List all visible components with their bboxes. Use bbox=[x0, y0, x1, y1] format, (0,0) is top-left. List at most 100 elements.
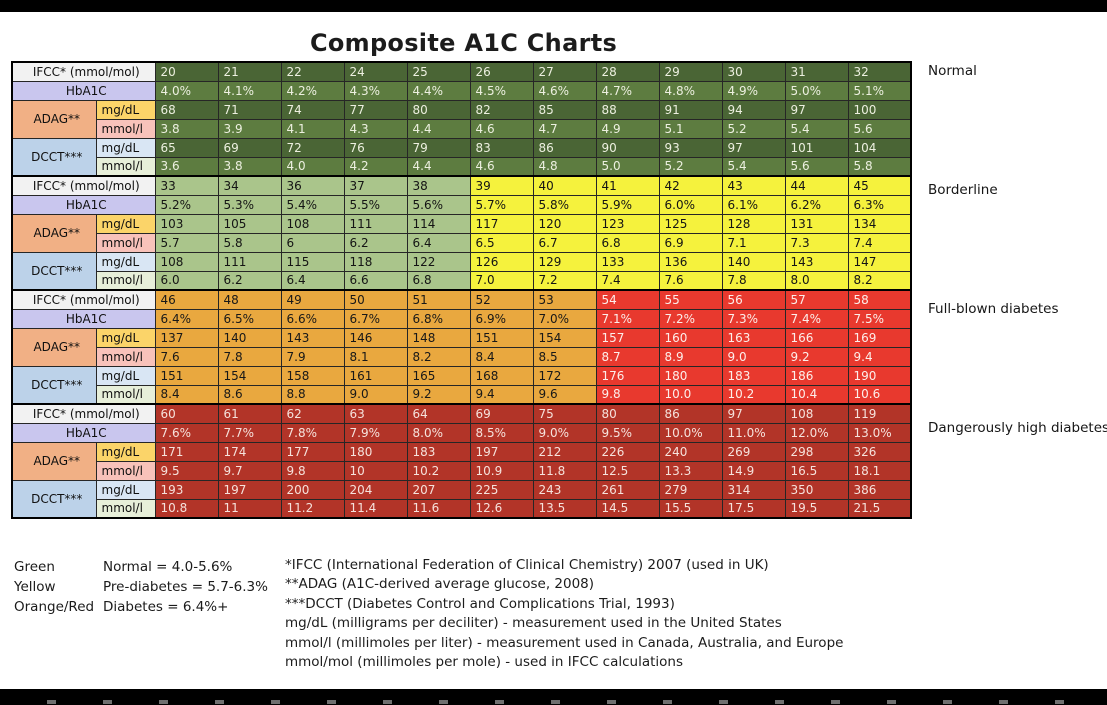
value-cell: 20 bbox=[154, 61, 219, 82]
value-cell: 171 bbox=[154, 441, 219, 462]
value-cell: 7.4% bbox=[784, 308, 849, 329]
value-cell: 94 bbox=[721, 99, 786, 120]
value-cell: 7.1% bbox=[595, 308, 660, 329]
value-cell: 86 bbox=[532, 137, 597, 158]
value-cell: 79 bbox=[406, 137, 471, 158]
table-row-hba1c: HbA1C 6.4% 6.5% 6.6% 6.7% 6.8% 6.9% 7.0% 7.1% 7.2… bbox=[11, 308, 912, 329]
row-group-header: ADAG** bbox=[11, 99, 97, 139]
value-cell: 77 bbox=[343, 99, 408, 120]
value-cell: 9.2 bbox=[406, 384, 471, 405]
value-cell: 8.4 bbox=[154, 384, 219, 405]
value-cell: 350 bbox=[784, 479, 849, 500]
value-cell: 108 bbox=[280, 213, 345, 234]
table-row-adag_mmoll: mmol/l 3.8 3.9 4.1 4.3 4.4 4.6 4.7 4.9 5.1 5.2 5.4 5… bbox=[12, 118, 912, 139]
value-cell: 11.2 bbox=[280, 498, 345, 519]
value-cell: 140 bbox=[721, 251, 786, 272]
value-cell: 4.7% bbox=[595, 80, 660, 101]
footnotes: *IFCC (International Federation of Clini… bbox=[285, 556, 843, 672]
value-cell: 4.1% bbox=[217, 80, 282, 101]
value-cell: 6.6 bbox=[343, 270, 408, 291]
value-cell: 6.2 bbox=[343, 232, 408, 253]
table-row-dcct_mmoll: mmol/l 6.0 6.2 6.4 6.6 6.8 7.0 7.2 7.4 7.6 7.8 8.0 8… bbox=[12, 270, 912, 291]
value-cell: 31 bbox=[784, 61, 849, 82]
row-header-hba1c: HbA1C bbox=[11, 308, 156, 329]
value-cell: 4.8% bbox=[658, 80, 723, 101]
value-cell: 6.6% bbox=[280, 308, 345, 329]
table-row-ifcc: IFCC* (mmol/mol) 33 34 36 37 38 39 40 41 42 43 44 45 bbox=[11, 175, 912, 196]
value-cell: 8.0 bbox=[784, 270, 849, 291]
value-cell: 7.8% bbox=[280, 422, 345, 443]
value-cell: 8.6 bbox=[217, 384, 282, 405]
row-group-header: DCCT*** bbox=[11, 479, 97, 519]
value-cell: 5.8 bbox=[217, 232, 282, 253]
row-subheader-unit: mmol/l bbox=[95, 232, 156, 253]
value-cell: 8.7 bbox=[595, 346, 660, 367]
table-row-ifcc: IFCC* (mmol/mol) 20 21 22 24 25 26 27 28 29 30 31 32 bbox=[11, 61, 912, 82]
value-cell: 4.4 bbox=[406, 118, 471, 139]
value-cell: 4.9 bbox=[595, 118, 660, 139]
value-cell: 56 bbox=[721, 289, 786, 310]
row-group-header: ADAG** bbox=[11, 327, 97, 367]
footnote-line: mg/dL (milligrams per deciliter) - measu… bbox=[285, 615, 782, 632]
section-label: Normal bbox=[928, 63, 977, 79]
section-label: Borderline bbox=[928, 182, 998, 198]
value-cell: 49 bbox=[280, 289, 345, 310]
value-cell: 91 bbox=[658, 99, 723, 120]
value-cell: 7.4 bbox=[847, 232, 912, 253]
value-cell: 88 bbox=[595, 99, 660, 120]
value-cell: 8.2 bbox=[847, 270, 912, 291]
table-row-dcct_mgdl: DCCT*** mg/dL 193 197 200 204 207 225 243 261 279 3… bbox=[11, 479, 912, 519]
value-cell: 80 bbox=[595, 403, 660, 424]
table-row-dcct_mgdl: DCCT*** mg/dL 108 111 115 118 122 126 129 133 136 1… bbox=[11, 251, 912, 291]
value-cell: 55 bbox=[658, 289, 723, 310]
value-cell: 143 bbox=[784, 251, 849, 272]
value-cell: 8.0% bbox=[406, 422, 471, 443]
value-cell: 9.0 bbox=[343, 384, 408, 405]
row-subheader-unit: mg/dL bbox=[95, 99, 156, 120]
value-cell: 9.7 bbox=[217, 460, 282, 481]
legend-color-name: Yellow bbox=[14, 579, 56, 595]
value-cell: 80 bbox=[406, 99, 471, 120]
value-cell: 204 bbox=[343, 479, 408, 500]
value-cell: 143 bbox=[280, 327, 345, 348]
value-cell: 160 bbox=[658, 327, 723, 348]
row-subheader-unit: mmol/l bbox=[95, 460, 156, 481]
value-cell: 4.4 bbox=[406, 156, 471, 177]
value-cell: 7.6 bbox=[154, 346, 219, 367]
value-cell: 168 bbox=[469, 365, 534, 386]
row-group-header: ADAG** bbox=[11, 213, 97, 253]
table-row-adag_mmoll: mmol/l 7.6 7.8 7.9 8.1 8.2 8.4 8.5 8.7 8.9 9.0 9.2 9… bbox=[12, 346, 912, 367]
value-cell: 7.3% bbox=[721, 308, 786, 329]
value-cell: 157 bbox=[595, 327, 660, 348]
value-cell: 6.0% bbox=[658, 194, 723, 215]
value-cell: 5.6% bbox=[406, 194, 471, 215]
value-cell: 9.4 bbox=[847, 346, 912, 367]
value-cell: 169 bbox=[847, 327, 912, 348]
value-cell: 174 bbox=[217, 441, 282, 462]
value-cell: 7.3 bbox=[784, 232, 849, 253]
table-row-hba1c: HbA1C 4.0% 4.1% 4.2% 4.3% 4.4% 4.5% 4.6% 4.7% 4.8… bbox=[11, 80, 912, 101]
value-cell: 37 bbox=[343, 175, 408, 196]
value-cell: 7.4 bbox=[595, 270, 660, 291]
value-cell: 6.7 bbox=[532, 232, 597, 253]
table-row-ifcc: IFCC* (mmol/mol) 46 48 49 50 51 52 53 54 55 56 57 58 bbox=[11, 289, 912, 310]
value-cell: 5.2% bbox=[154, 194, 219, 215]
value-cell: 140 bbox=[217, 327, 282, 348]
value-cell: 64 bbox=[406, 403, 471, 424]
value-cell: 8.5 bbox=[532, 346, 597, 367]
row-subheader-unit: mg/dL bbox=[95, 441, 156, 462]
value-cell: 12.5 bbox=[595, 460, 660, 481]
value-cell: 5.7 bbox=[154, 232, 219, 253]
value-cell: 27 bbox=[532, 61, 597, 82]
value-cell: 65 bbox=[154, 137, 219, 158]
value-cell: 6.8% bbox=[406, 308, 471, 329]
value-cell: 7.2% bbox=[658, 308, 723, 329]
value-cell: 10.2 bbox=[406, 460, 471, 481]
legend-meaning: Normal = 4.0-5.6% bbox=[103, 559, 233, 575]
top-letterbox-bar bbox=[0, 0, 1107, 12]
value-cell: 5.6 bbox=[847, 118, 912, 139]
value-cell: 326 bbox=[847, 441, 912, 462]
value-cell: 6.4 bbox=[406, 232, 471, 253]
value-cell: 52 bbox=[469, 289, 534, 310]
row-header-ifcc: IFCC* (mmol/mol) bbox=[11, 289, 156, 310]
